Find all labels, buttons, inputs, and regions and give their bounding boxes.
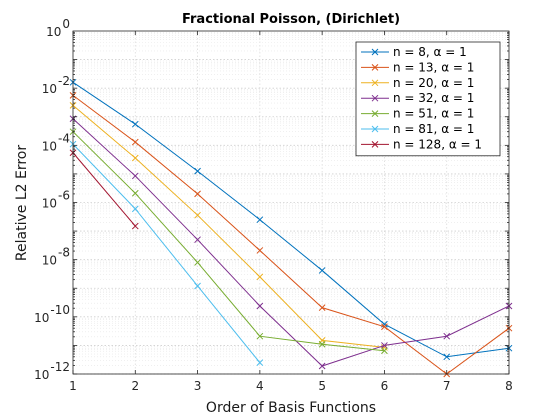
y-tick-base: 10: [34, 368, 49, 382]
data-point: [443, 353, 451, 361]
x-tick-label: 7: [443, 379, 451, 393]
x-tick-label: 8: [505, 379, 513, 393]
y-tick-base: 10: [42, 197, 57, 211]
x-tick-labels: 1 2 3 4 5 6 7 8: [69, 379, 513, 393]
y-tick-exponent: -8: [58, 246, 70, 260]
legend-marker: [371, 141, 379, 148]
legend-label: n = 81, α = 1: [393, 122, 474, 136]
x-tick-label: 4: [256, 379, 264, 393]
data-point: [256, 302, 264, 310]
data-point: [256, 247, 264, 254]
data-point: [381, 342, 388, 349]
series-5: [69, 128, 388, 355]
legend-entry: n = 8, α = 1: [361, 45, 467, 59]
legend-marker: [371, 79, 379, 87]
series-6: [69, 140, 264, 366]
data-point: [256, 332, 264, 340]
legend-entry: n = 81, α = 1: [361, 122, 474, 136]
data-point: [318, 267, 326, 274]
data-point: [443, 332, 451, 340]
y-tick-exponent: -12: [50, 360, 70, 374]
legend-label: n = 51, α = 1: [393, 107, 474, 121]
legend-label: n = 8, α = 1: [393, 45, 467, 59]
legend-entry: n = 20, α = 1: [361, 76, 474, 90]
series-line: [72, 118, 510, 367]
data-point: [131, 172, 139, 180]
data-point: [194, 167, 201, 175]
legend-marker: [371, 48, 379, 56]
data-point: [194, 282, 201, 290]
legend-marker: [371, 125, 379, 133]
data-point: [381, 323, 388, 331]
data-point: [194, 236, 201, 244]
data-point: [194, 190, 201, 198]
data-point: [131, 120, 139, 128]
legend-marker: [371, 110, 379, 117]
data-point: [194, 211, 201, 219]
data-point: [318, 304, 326, 311]
data-point: [256, 359, 264, 366]
data-point: [131, 205, 139, 213]
y-tick-label: -610: [42, 189, 70, 211]
tick-marks: [72, 31, 510, 375]
x-axis-label: Order of Basis Functions: [206, 400, 376, 416]
data-point: [256, 216, 264, 224]
x-tick-label: 5: [318, 379, 326, 393]
y-tick-base: 10: [34, 311, 49, 325]
y-tick-label: -410: [42, 131, 70, 153]
y-tick-exponent: -4: [58, 131, 70, 145]
legend-label: n = 20, α = 1: [393, 76, 474, 90]
x-tick-label: 1: [69, 379, 77, 393]
y-tick-exponent: -10: [50, 303, 70, 317]
legend-entry: n = 13, α = 1: [361, 60, 474, 74]
legend-marker: [371, 94, 379, 102]
x-tick-label: 6: [381, 379, 389, 393]
y-tick-base: 10: [42, 254, 57, 268]
chart-title: Fractional Poisson, (Dirichlet): [182, 12, 400, 27]
x-tick-label: 3: [194, 379, 202, 393]
legend-label: n = 13, α = 1: [393, 60, 474, 74]
data-point: [194, 259, 201, 266]
y-tick-base: 10: [42, 139, 57, 153]
series-line: [72, 143, 261, 363]
data-point: [318, 362, 326, 370]
series-line: [72, 104, 385, 348]
data-point: [131, 189, 139, 197]
series-line: [72, 81, 510, 358]
y-tick-label: -810: [42, 246, 70, 268]
legend-label: n = 128, α = 1: [393, 137, 482, 151]
y-tick-label: 010: [46, 17, 70, 39]
series-line: [72, 94, 510, 375]
legend-entry: n = 51, α = 1: [361, 107, 474, 121]
data-point: [131, 154, 139, 162]
legend-box: [355, 41, 501, 157]
data-point: [131, 138, 139, 146]
legend-label: n = 32, α = 1: [393, 91, 474, 105]
data-point: [318, 340, 326, 348]
data-point: [381, 347, 388, 355]
y-tick-label: -210: [42, 74, 70, 96]
legend-entry: n = 32, α = 1: [361, 91, 474, 105]
data-point: [131, 222, 139, 230]
series-line: [72, 152, 136, 227]
data-point: [256, 273, 264, 281]
series-line: [72, 131, 385, 352]
y-tick-exponent: -2: [58, 74, 70, 88]
legend-entry: n = 128, α = 1: [361, 137, 482, 151]
x-tick-label: 2: [131, 379, 139, 393]
y-axis-label: Relative L2 Error: [14, 145, 30, 261]
legend: n = 8, α = 1n = 13, α = 1n = 20, α = 1n …: [355, 41, 501, 157]
y-tick-base: 10: [46, 25, 61, 39]
y-tick-exponent: -6: [58, 189, 70, 203]
series-4: [69, 115, 513, 370]
y-tick-exponent: 0: [62, 17, 70, 31]
y-tick-base: 10: [42, 82, 57, 96]
legend-marker: [371, 64, 379, 71]
series-layer: [69, 78, 513, 378]
